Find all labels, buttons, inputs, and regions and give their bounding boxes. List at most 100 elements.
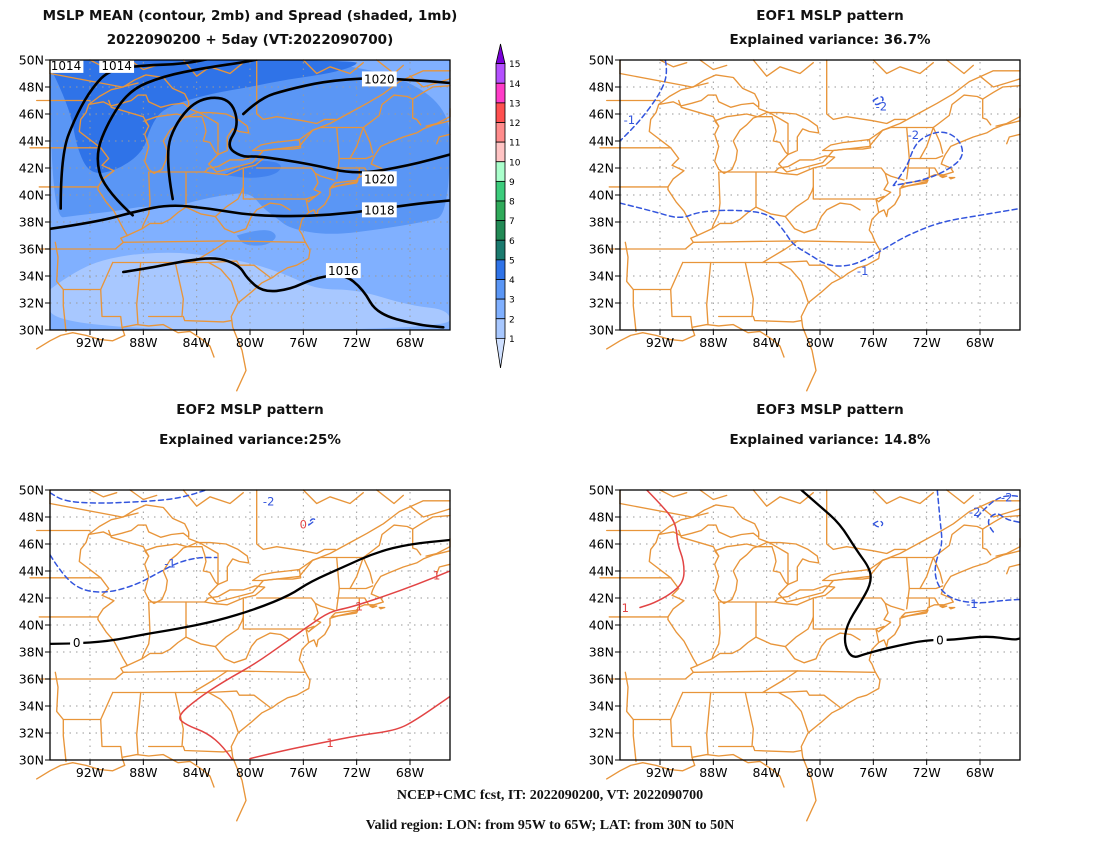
state-border <box>850 203 861 211</box>
island-outline <box>939 175 948 179</box>
province-border <box>699 59 728 71</box>
lon-tick-label: 68W <box>966 335 994 350</box>
eof1-title-line2: Explained variance: 36.7% <box>729 32 931 48</box>
contour-label: -2 <box>1001 490 1012 504</box>
state-border <box>744 261 754 318</box>
us-canada-border <box>619 502 709 518</box>
state-border <box>762 240 841 279</box>
lon-tick-label: 80W <box>806 335 834 350</box>
us-canada-border <box>758 94 992 173</box>
lon-tick-label: 76W <box>289 765 317 780</box>
lon-tick-label: 84W <box>183 335 211 350</box>
province-border <box>302 489 364 505</box>
province-border <box>982 514 1021 530</box>
state-border <box>108 99 150 127</box>
province-border <box>826 489 906 555</box>
lon-tick-label: 76W <box>289 335 317 350</box>
contour-zero <box>50 538 450 646</box>
contour-label: 1014 <box>51 59 82 73</box>
lat-tick-label: 32N <box>19 726 44 741</box>
contour-pos1 <box>249 695 450 760</box>
state-border <box>97 577 115 621</box>
colorbar-label: 4 <box>509 276 515 286</box>
us-canada-border <box>49 502 139 518</box>
lake-erie <box>774 155 836 176</box>
province-border <box>872 59 934 75</box>
contour-label-box <box>361 171 397 187</box>
state-border <box>711 601 721 660</box>
state-border <box>906 597 940 606</box>
state-border <box>932 556 944 584</box>
lake-superior <box>88 504 190 538</box>
eof3-title-line1: EOF3 MSLP pattern <box>756 402 904 418</box>
lon-tick-label: 68W <box>966 765 994 780</box>
state-border <box>919 126 934 160</box>
state-border <box>185 202 282 234</box>
state-border <box>696 206 757 237</box>
state-border <box>706 261 712 326</box>
lon-tick-label: 92W <box>76 335 104 350</box>
contour-neg1 <box>620 202 1020 267</box>
us-canada-border <box>49 72 139 88</box>
lat-tick-label: 42N <box>19 591 44 606</box>
state-border <box>711 171 721 230</box>
state-border <box>305 628 310 644</box>
colorbar-bin <box>495 63 506 84</box>
island-outline <box>369 605 378 609</box>
state-border <box>141 171 151 230</box>
state-border <box>826 597 905 611</box>
contour-neg1 <box>50 554 218 593</box>
lat-tick-label: 42N <box>589 161 614 176</box>
state-border <box>214 616 244 648</box>
lat-tick-label: 50N <box>589 53 614 68</box>
colorbar-bin <box>495 102 506 123</box>
lat-tick-label: 50N <box>589 483 614 498</box>
lat-tick-label: 40N <box>19 188 44 203</box>
lat-tick-label: 50N <box>19 53 44 68</box>
contour-label-box <box>361 202 397 218</box>
contour-label: 1020 <box>364 72 395 86</box>
colorbar-arrow-bottom <box>495 337 506 369</box>
state-border <box>62 718 67 763</box>
state-border <box>108 529 150 557</box>
lat-tick-label: 34N <box>19 269 44 284</box>
contour-label: 1016 <box>328 264 359 278</box>
colorbar-label: 5 <box>509 256 515 266</box>
island-outline <box>900 609 929 618</box>
lat-tick-label: 40N <box>19 618 44 633</box>
lat-tick-label: 48N <box>589 80 614 95</box>
state-border <box>362 556 374 584</box>
contour-pos1 <box>179 570 450 760</box>
state-border <box>919 556 934 590</box>
state-border <box>667 618 698 667</box>
state-border <box>78 533 102 579</box>
province-border <box>699 489 728 501</box>
contour-neg1 <box>934 490 1020 604</box>
state-border <box>752 315 802 323</box>
mean-contours: 1014 1014 1020 1020 1018 1016 <box>50 59 450 329</box>
province-border <box>129 59 158 71</box>
lat-tick-label: 30N <box>589 323 614 338</box>
lon-tick-label: 88W <box>129 335 157 350</box>
colorbar-label: 8 <box>509 198 515 208</box>
panel-eof2: -2 0 -1 0 1 1 1 50N 48N 46N 44N 42N 40N 38N 36N 34N 32N 3… <box>19 483 451 822</box>
lat-tick-label: 36N <box>19 242 44 257</box>
lat-tick-label: 34N <box>589 269 614 284</box>
state-border <box>670 261 693 328</box>
state-border <box>136 691 142 756</box>
state-border <box>192 240 271 279</box>
province-border <box>182 489 244 507</box>
isobar-1020 <box>166 96 450 201</box>
us-canada-border <box>188 94 422 173</box>
state-border <box>100 691 123 758</box>
state-border <box>667 147 685 191</box>
state-border <box>362 126 374 154</box>
eof2-title-line2: Explained variance:25% <box>159 432 341 448</box>
contour-label-box <box>50 60 84 73</box>
lat-tick-label: 46N <box>589 537 614 552</box>
island-outline <box>330 179 359 188</box>
contour-neg2 <box>976 495 1020 518</box>
lake-erie <box>204 585 266 606</box>
state-border <box>349 556 364 590</box>
lon-tick-label: 88W <box>129 765 157 780</box>
